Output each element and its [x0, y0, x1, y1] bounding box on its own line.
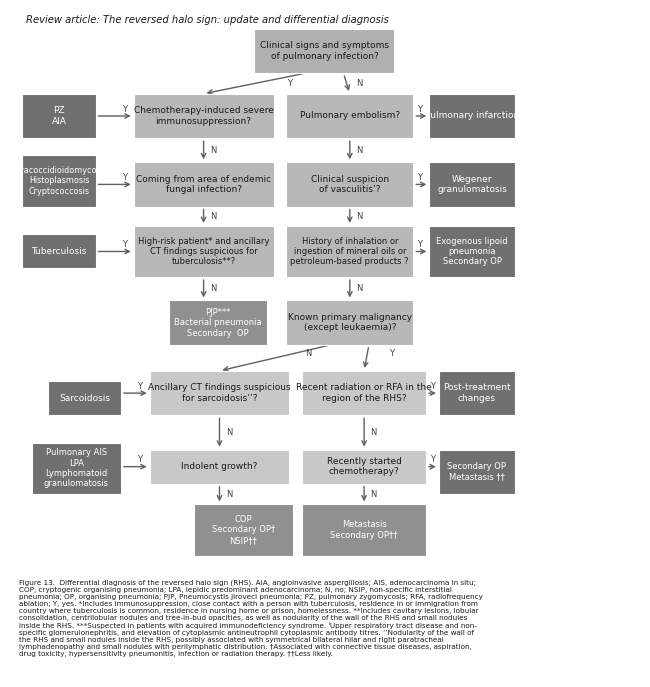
Text: Y: Y [430, 382, 435, 391]
FancyBboxPatch shape [22, 234, 96, 268]
Text: Y: Y [417, 173, 422, 182]
Text: Y: Y [122, 104, 127, 113]
FancyBboxPatch shape [22, 155, 96, 207]
Text: Pulmonary embolism?: Pulmonary embolism? [300, 111, 400, 120]
Text: Y: Y [138, 455, 142, 464]
Text: Y: Y [417, 104, 422, 113]
FancyBboxPatch shape [22, 93, 96, 138]
Text: N: N [370, 490, 377, 499]
Text: PJP***
Bacterial pneumonia
Secondary  OP: PJP*** Bacterial pneumonia Secondary OP [174, 308, 262, 337]
Text: Known primary malignancy
(except leukaemia)?: Known primary malignancy (except leukaem… [288, 313, 412, 333]
FancyBboxPatch shape [254, 29, 395, 74]
FancyBboxPatch shape [286, 162, 413, 207]
Text: Y: Y [417, 240, 422, 249]
FancyBboxPatch shape [48, 381, 121, 416]
Text: Y: Y [122, 240, 127, 249]
Text: N: N [356, 79, 363, 88]
Text: High-risk patient* and ancillary
CT findings suspicious for
tuberculosis**?: High-risk patient* and ancillary CT find… [138, 236, 269, 267]
Text: Y: Y [287, 79, 292, 88]
FancyBboxPatch shape [286, 226, 413, 277]
Text: N: N [210, 212, 216, 221]
Text: Indolent growth?: Indolent growth? [181, 462, 257, 471]
Text: Ancillary CT findings suspicious
for sarcoidosis’’?: Ancillary CT findings suspicious for sar… [148, 383, 291, 403]
FancyBboxPatch shape [302, 504, 426, 556]
Text: N: N [306, 348, 312, 357]
Text: N: N [356, 212, 363, 221]
Text: Pulmonary AIS
LPA
Lymphomatoid
granulomatosis: Pulmonary AIS LPA Lymphomatoid granuloma… [44, 449, 109, 488]
Text: Post-treatment
changes: Post-treatment changes [443, 383, 511, 403]
FancyBboxPatch shape [439, 449, 515, 494]
FancyBboxPatch shape [168, 300, 267, 345]
Text: Pulmonary infarction: Pulmonary infarction [425, 111, 519, 120]
Text: Y: Y [389, 348, 394, 357]
FancyBboxPatch shape [134, 226, 274, 277]
FancyBboxPatch shape [286, 93, 413, 138]
Text: Recently started
chemotherapy?: Recently started chemotherapy? [327, 457, 402, 476]
FancyBboxPatch shape [429, 93, 515, 138]
Text: N: N [210, 284, 216, 293]
Text: Review article: The reversed halo sign: update and differential diagnosis: Review article: The reversed halo sign: … [25, 15, 389, 25]
Text: Coming from area of endemic
fungal infection?: Coming from area of endemic fungal infec… [136, 174, 271, 194]
Text: Metastasis
Secondary OP††: Metastasis Secondary OP†† [330, 520, 398, 540]
FancyBboxPatch shape [302, 449, 426, 484]
Text: Wegener
granulomatosis: Wegener granulomatosis [437, 174, 507, 194]
Text: Y: Y [122, 173, 127, 182]
Text: Y: Y [138, 382, 142, 391]
Text: Sarcoidosis: Sarcoidosis [59, 394, 110, 403]
FancyBboxPatch shape [150, 449, 289, 484]
Text: N: N [356, 284, 363, 293]
FancyBboxPatch shape [439, 371, 515, 416]
FancyBboxPatch shape [134, 162, 274, 207]
Text: N: N [370, 428, 377, 437]
Text: Secondary OP
Metastasis ††: Secondary OP Metastasis †† [447, 462, 506, 482]
Text: PZ
AIA: PZ AIA [51, 106, 66, 126]
Text: History of inhalation or
ingestion of mineral oils or
petroleum-based products ?: History of inhalation or ingestion of mi… [291, 236, 409, 267]
Text: Exogenous lipoid
pneumonia
Secondary OP: Exogenous lipoid pneumonia Secondary OP [436, 236, 508, 267]
Text: N: N [210, 146, 216, 155]
Text: Chemotherapy-induced severe
immunosuppression?: Chemotherapy-induced severe immunosuppre… [134, 106, 274, 126]
Text: Y: Y [430, 455, 435, 464]
Text: Tuberculosis: Tuberculosis [31, 247, 86, 256]
FancyBboxPatch shape [429, 226, 515, 277]
FancyBboxPatch shape [429, 162, 515, 207]
Text: Clinical signs and symptoms
of pulmonary infection?: Clinical signs and symptoms of pulmonary… [260, 41, 389, 60]
FancyBboxPatch shape [286, 300, 413, 345]
FancyBboxPatch shape [302, 371, 426, 416]
Text: Paracoccidioidomycosis
Histoplasmosis
Cryptococcosis: Paracoccidioidomycosis Histoplasmosis Cr… [11, 166, 107, 196]
FancyBboxPatch shape [194, 504, 292, 556]
FancyBboxPatch shape [134, 93, 274, 138]
Text: N: N [226, 490, 232, 499]
Text: Figure 13.  Differential diagnosis of the reversed halo sign (RHS). AIA, angioin: Figure 13. Differential diagnosis of the… [20, 580, 483, 657]
Text: N: N [356, 146, 363, 155]
Text: N: N [226, 428, 232, 437]
Text: Recent radiation or RFA in the
region of the RHS?: Recent radiation or RFA in the region of… [296, 383, 432, 403]
FancyBboxPatch shape [150, 371, 289, 416]
FancyBboxPatch shape [32, 442, 121, 494]
Text: Clinical suspicion
of vasculitis’?: Clinical suspicion of vasculitis’? [311, 174, 389, 194]
Text: COP
Secondary OP†
NSIP††: COP Secondary OP† NSIP†† [212, 515, 275, 545]
